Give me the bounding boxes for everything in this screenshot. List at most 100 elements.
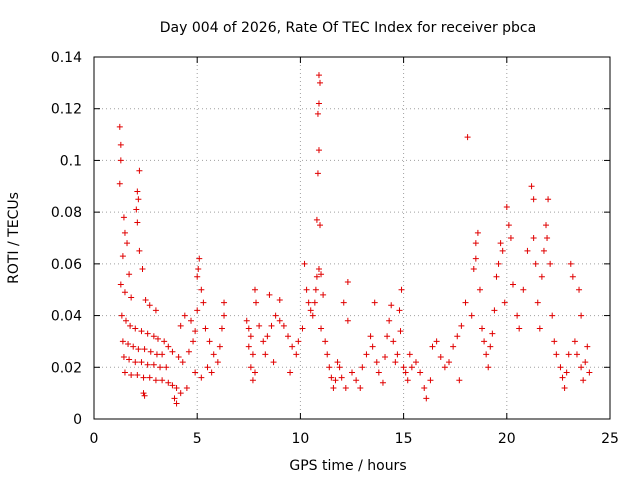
data-point	[472, 240, 479, 247]
data-point	[567, 260, 574, 267]
data-point	[311, 299, 318, 306]
data-point	[216, 343, 223, 350]
data-point	[543, 222, 550, 229]
data-point	[173, 384, 180, 391]
data-point	[118, 312, 125, 319]
data-point	[516, 325, 523, 332]
y-tick-label: 0.1	[60, 153, 82, 169]
data-point	[122, 317, 129, 324]
data-point	[124, 240, 131, 247]
data-point	[117, 157, 124, 164]
data-point	[450, 343, 457, 350]
data-point	[198, 286, 205, 293]
data-point	[128, 294, 135, 301]
data-point	[392, 359, 399, 366]
data-point	[454, 333, 461, 340]
data-point	[315, 72, 322, 79]
data-point	[146, 374, 153, 381]
data-point	[210, 351, 217, 358]
data-point	[133, 206, 140, 213]
data-point	[357, 384, 364, 391]
data-point	[136, 247, 143, 254]
data-point	[188, 317, 195, 324]
data-point	[578, 312, 585, 319]
data-point	[253, 299, 260, 306]
data-point	[317, 79, 324, 86]
data-point	[503, 203, 510, 210]
data-point	[128, 372, 135, 379]
plot-frame	[93, 56, 611, 420]
data-point	[132, 325, 139, 332]
data-point	[384, 333, 391, 340]
data-point	[468, 312, 475, 319]
data-point	[299, 325, 306, 332]
data-point	[584, 343, 591, 350]
data-point	[159, 377, 166, 384]
data-point	[119, 253, 126, 260]
data-point	[141, 392, 148, 399]
data-point	[390, 338, 397, 345]
data-point	[120, 353, 127, 360]
data-point	[192, 369, 199, 376]
data-point	[163, 364, 170, 371]
data-point	[545, 196, 552, 203]
data-point	[126, 271, 133, 278]
x-axis-label: GPS time / hours	[289, 458, 406, 474]
data-point	[433, 338, 440, 345]
data-point	[371, 299, 378, 306]
data-point	[557, 364, 564, 371]
data-point	[146, 302, 153, 309]
data-point	[132, 359, 139, 366]
data-point	[375, 369, 382, 376]
data-point	[117, 141, 124, 148]
data-point	[421, 384, 428, 391]
data-point	[276, 297, 283, 304]
data-point	[479, 325, 486, 332]
data-point	[528, 183, 535, 190]
data-point	[551, 338, 558, 345]
data-point	[328, 374, 335, 381]
data-point	[559, 374, 566, 381]
data-point	[140, 374, 147, 381]
data-point	[293, 351, 300, 358]
y-tick-label: 0.04	[51, 309, 82, 325]
data-point	[161, 338, 168, 345]
data-point	[586, 369, 593, 376]
data-point	[367, 333, 374, 340]
data-point	[152, 307, 159, 314]
data-point	[338, 374, 345, 381]
data-point	[369, 343, 376, 350]
data-point	[121, 229, 128, 236]
data-point	[561, 384, 568, 391]
data-point	[169, 348, 176, 355]
data-point	[320, 291, 327, 298]
data-point	[402, 369, 409, 376]
data-point	[134, 372, 141, 379]
data-point	[190, 338, 197, 345]
data-point	[251, 369, 258, 376]
data-point	[313, 216, 320, 223]
data-point	[406, 351, 413, 358]
data-point	[437, 353, 444, 360]
data-point	[305, 299, 312, 306]
data-point	[171, 395, 178, 402]
data-point	[196, 255, 203, 262]
data-point	[198, 374, 205, 381]
data-point	[270, 359, 277, 366]
data-point	[126, 356, 133, 363]
data-point	[119, 338, 126, 345]
data-point	[125, 341, 132, 348]
data-point	[247, 333, 254, 340]
data-point	[317, 222, 324, 229]
data-point	[322, 338, 329, 345]
data-point	[499, 247, 506, 254]
data-point	[120, 214, 127, 221]
data-point	[538, 273, 545, 280]
data-point	[470, 266, 477, 273]
data-point	[359, 364, 366, 371]
tick-labels: 0 5 10 15 20 25 0 0.02 0.04 0.06 0.08 0.1 0.12 0.14	[51, 50, 619, 447]
data-point	[147, 348, 154, 355]
data-point	[532, 260, 539, 267]
data-point	[507, 235, 514, 241]
data-point	[309, 312, 316, 319]
